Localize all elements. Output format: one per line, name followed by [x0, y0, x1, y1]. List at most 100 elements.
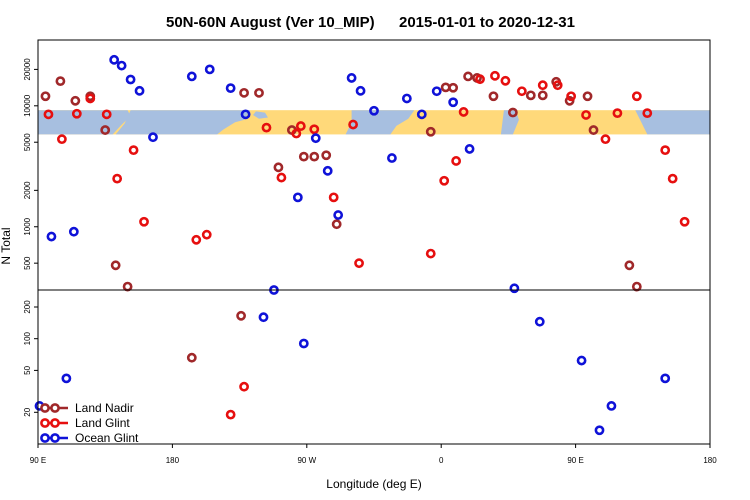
ocean-glint-point: [333, 210, 344, 220]
land-nadir-point: [40, 91, 51, 102]
land-nadir-point: [331, 219, 342, 230]
land-nadir-point: [463, 71, 473, 82]
ocean-glint-point: [416, 109, 427, 120]
ocean-glint-point: [660, 373, 671, 384]
ocean-glint-point: [298, 338, 309, 349]
ocean-glint-point: [594, 425, 605, 436]
legend-swatch-marker: [50, 403, 60, 413]
bottom-panel-y-axis: 20 50 100 200: [23, 300, 38, 417]
land-nadir-point: [55, 76, 66, 87]
ocean-glint-point: [240, 109, 251, 120]
land-nadir-point: [631, 281, 642, 292]
land-glint-point: [660, 145, 671, 156]
legend-label: Ocean Glint: [75, 431, 139, 445]
land-glint-point: [139, 216, 149, 227]
land-glint-point: [71, 108, 82, 119]
ocean-glint-point: [292, 192, 303, 203]
land-glint-point: [309, 124, 320, 135]
ocean-glint-point: [401, 93, 412, 104]
y-tick-label: 500: [23, 256, 32, 270]
land-glint-point: [43, 109, 54, 120]
land-glint-point: [566, 91, 577, 102]
land-glint-point: [239, 381, 249, 392]
land-nadir-point: [239, 87, 249, 98]
land-nadir-point: [122, 281, 133, 292]
land-glint-point: [85, 93, 96, 104]
land-glint-point: [642, 108, 653, 119]
legend-swatch-marker: [50, 433, 60, 443]
land-glint-point: [475, 74, 485, 85]
land-glint-point: [354, 258, 364, 269]
ocean-glint-point: [534, 316, 545, 327]
ocean-glint-point: [346, 73, 357, 83]
land-glint-point: [458, 107, 469, 117]
land-glint-point: [612, 108, 623, 119]
land-glint-point: [631, 91, 642, 102]
y-tick-label: 20: [23, 407, 32, 416]
ocean-glint-point: [369, 105, 379, 116]
y-tick-label: 200: [23, 300, 32, 314]
ocean-glint-point: [116, 60, 127, 71]
land-nadir-point: [100, 125, 111, 135]
land-nadir-point: [298, 151, 309, 162]
land-nadir-point: [254, 87, 264, 98]
legend-swatch-marker: [50, 418, 60, 428]
land-nadir-point: [448, 82, 459, 93]
x-axis-title: Longitude (deg E): [326, 477, 421, 491]
legend-swatch-marker: [40, 418, 50, 428]
ocean-glint-point: [148, 132, 158, 143]
x-tick-label: 90 W: [297, 456, 316, 465]
map-ocean-area: [253, 111, 268, 119]
land-glint-point: [348, 119, 358, 130]
land-glint-point: [679, 216, 690, 227]
ocean-glint-point: [606, 401, 617, 411]
x-tick-label: 180: [703, 456, 717, 465]
ocean-glint-point: [68, 226, 79, 237]
ocean-glint-point: [431, 86, 442, 97]
ocean-glint-point: [387, 153, 397, 163]
x-tick-label: 180: [166, 456, 180, 465]
land-glint-point: [451, 156, 462, 166]
ocean-glint-point: [109, 54, 120, 65]
y-tick-label: 5000: [23, 133, 32, 151]
ocean-glint-point: [576, 355, 587, 366]
land-nadir-point: [321, 150, 332, 161]
land-nadir-point: [537, 90, 548, 101]
land-glint-point: [600, 134, 611, 145]
land-nadir-point: [564, 95, 575, 106]
legend-swatch-marker: [40, 403, 50, 413]
land-glint-point: [537, 80, 548, 91]
land-glint-point: [425, 248, 436, 259]
land-glint-point: [516, 86, 527, 97]
land-glint-point: [225, 409, 236, 420]
land-nadir-point: [624, 260, 635, 271]
ocean-glint-point: [225, 83, 236, 94]
land-glint-point: [439, 175, 450, 186]
y-tick-label: 1000: [23, 217, 32, 235]
legend-swatch-marker: [40, 433, 50, 443]
data-points: [34, 54, 690, 436]
land-nadir-point: [186, 352, 197, 363]
top-panel-y-axis: 500 1000 2000 5000 10000 20000: [23, 58, 38, 270]
land-glint-point: [101, 109, 112, 120]
land-glint-point: [581, 110, 591, 120]
ocean-glint-point: [204, 64, 215, 75]
x-tick-label: 90 E: [30, 456, 46, 465]
land-glint-point: [128, 145, 139, 156]
land-glint-point: [552, 80, 563, 91]
ocean-glint-point: [509, 283, 520, 294]
land-nadir-point: [236, 310, 246, 321]
land-glint-point: [667, 173, 678, 184]
land-glint-point: [191, 234, 202, 245]
chart-title-region: 50N-60N August (Ver 10_MIP): [166, 14, 375, 31]
legend-label: Land Nadir: [75, 401, 134, 415]
land-glint-point: [56, 134, 67, 145]
legend-label: Land Glint: [75, 416, 130, 430]
ocean-glint-point: [134, 85, 145, 96]
land-nadir-point: [440, 82, 451, 93]
ocean-glint-point: [61, 373, 72, 384]
ocean-glint-point: [322, 165, 333, 176]
y-tick-label: 50: [23, 365, 32, 374]
